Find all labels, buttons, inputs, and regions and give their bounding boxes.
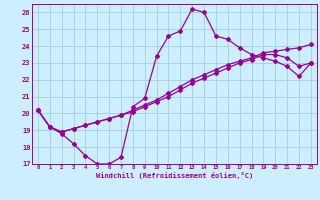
X-axis label: Windchill (Refroidissement éolien,°C): Windchill (Refroidissement éolien,°C) (96, 172, 253, 179)
